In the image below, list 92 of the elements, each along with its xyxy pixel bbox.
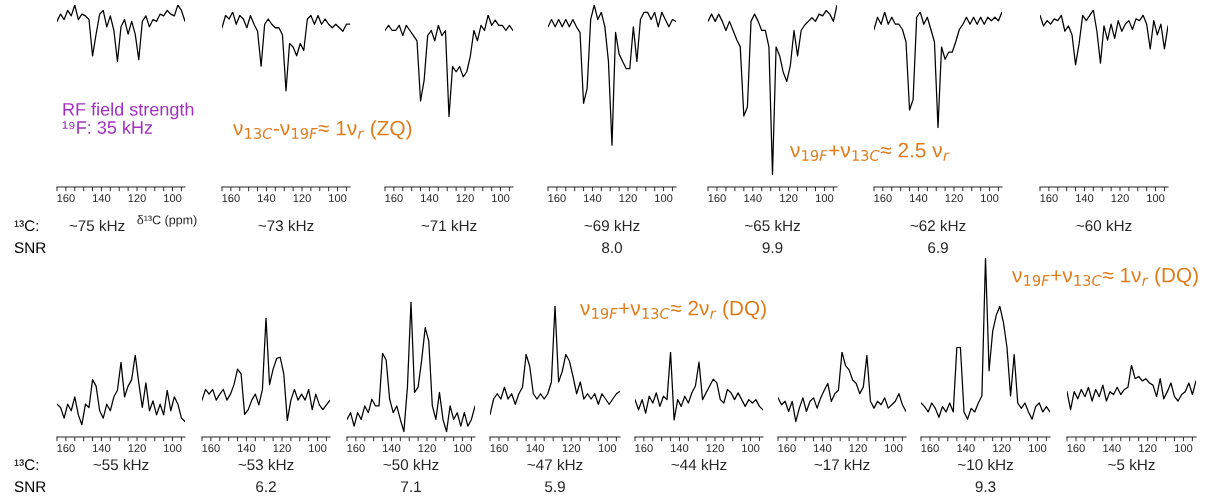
x-tick-label: 100 xyxy=(655,194,673,203)
x-tick-label: 140 xyxy=(93,194,111,203)
x-tick-label: 100 xyxy=(164,444,182,453)
x-tick-label: 120 xyxy=(619,194,637,203)
x-tick-label: 120 xyxy=(1139,444,1157,453)
text: ~44 kHz xyxy=(671,458,727,470)
text: ¹³C: xyxy=(14,459,39,471)
x-tick-label: 140 xyxy=(584,194,602,203)
x-tick-label: 160 xyxy=(635,444,653,453)
x-tick-label: 100 xyxy=(329,194,347,203)
text: ~53 kHz xyxy=(238,458,294,471)
x-tick-label: 100 xyxy=(981,194,999,203)
annotation: ν$_{13C}$-ν$_{19F}$≈ 1ν$_{r}$ (ZQ) xyxy=(233,120,412,140)
x-tick-label: 100 xyxy=(742,444,760,453)
text: ~65 kHz xyxy=(744,219,800,232)
text: ~55 kHz xyxy=(93,458,149,471)
x-tick-label: 120 xyxy=(128,444,146,453)
x-axis-title: δ¹³C (ppm) xyxy=(137,215,197,227)
x-tick-label: 160 xyxy=(222,194,240,203)
x-tick-label: 140 xyxy=(910,194,928,203)
x-tick-label: 100 xyxy=(1175,444,1193,453)
x-tick-label: 140 xyxy=(957,444,975,453)
x-tick-label: 160 xyxy=(385,194,403,203)
x-tick-label: 100 xyxy=(454,444,472,453)
x-tick-label: 140 xyxy=(383,444,401,453)
x-tick-label: 120 xyxy=(293,194,311,203)
x-tick-label: 160 xyxy=(57,444,75,453)
x-tick-label: 120 xyxy=(780,194,798,203)
text: 5.9 xyxy=(544,481,565,493)
text: ~62 kHz xyxy=(910,219,966,232)
x-tick-label: 160 xyxy=(921,444,939,453)
x-tick-label: 160 xyxy=(548,194,566,203)
x-tick-label: 120 xyxy=(456,194,474,203)
x-tick-label: 120 xyxy=(993,444,1011,453)
text: ~75 kHz xyxy=(69,219,125,232)
x-tick-label: 140 xyxy=(526,444,544,453)
annotation: ν$_{19F}$+ν$_{13C}$≈ 2ν$_{r}$ (DQ) xyxy=(580,300,766,320)
text: ~71 kHz xyxy=(421,219,477,231)
annotation: ν$_{19F}$+ν$_{13C}$≈ 1ν$_{r}$ (DQ) xyxy=(1012,267,1198,287)
text: ~5 kHz xyxy=(1108,458,1155,471)
x-tick-label: 160 xyxy=(778,444,796,453)
x-tick-label: 100 xyxy=(598,444,617,453)
text: ~69 kHz xyxy=(584,219,640,232)
x-tick-label: 100 xyxy=(1147,194,1165,203)
x-tick-label: 160 xyxy=(57,194,75,203)
x-tick-label: 100 xyxy=(885,444,903,453)
x-tick-label: 120 xyxy=(1111,194,1129,203)
text: ~17 kHz xyxy=(814,458,870,470)
text: ¹³C: xyxy=(14,220,39,232)
x-tick-label: 120 xyxy=(128,194,146,203)
x-tick-label: 160 xyxy=(1040,194,1058,203)
x-tick-label: 140 xyxy=(1103,444,1121,453)
x-tick-label: 140 xyxy=(238,444,256,453)
text: 9.3 xyxy=(975,481,996,493)
x-tick-label: 100 xyxy=(492,194,510,203)
x-tick-label: 120 xyxy=(273,444,291,453)
x-tick-label: 160 xyxy=(202,444,220,453)
x-tick-label: 160 xyxy=(347,444,365,453)
x-tick-label: 120 xyxy=(418,444,436,453)
text: 7.1 xyxy=(401,481,421,492)
x-tick-label: 160 xyxy=(708,194,726,203)
x-tick-label: 120 xyxy=(849,444,867,453)
annotation: RF field strength ¹⁹F: 35 kHz xyxy=(62,102,194,134)
text: ~60 kHz xyxy=(1076,219,1132,232)
x-tick-label: 140 xyxy=(814,444,832,453)
annotation: ν$_{19F}$+ν$_{13C}$≈ 2.5 ν$_{r}$ xyxy=(790,142,950,161)
text: 6.9 xyxy=(928,242,948,254)
x-tick-label: 160 xyxy=(1067,444,1085,453)
x-tick-label: 160 xyxy=(874,194,892,203)
text: 8.0 xyxy=(602,242,623,254)
x-tick-label: 140 xyxy=(1076,194,1094,203)
text: ~10 kHz xyxy=(957,458,1013,471)
x-tick-label: 100 xyxy=(309,444,327,453)
x-tick-label: 140 xyxy=(258,194,276,203)
x-tick-label: 140 xyxy=(421,194,439,203)
text: SNR xyxy=(14,481,46,493)
x-tick-label: 120 xyxy=(945,194,963,203)
text: 6.2 xyxy=(256,481,276,493)
x-tick-label: 100 xyxy=(1029,444,1047,453)
x-tick-label: 100 xyxy=(816,194,834,203)
text: SNR xyxy=(14,242,46,254)
x-tick-label: 120 xyxy=(706,444,724,453)
text: ~50 kHz xyxy=(383,458,439,471)
x-tick-label: 160 xyxy=(490,444,508,453)
x-tick-label: 100 xyxy=(164,194,182,203)
text: ~73 kHz xyxy=(258,219,314,232)
x-tick-label: 120 xyxy=(562,444,581,453)
text: ~47 kHz xyxy=(527,458,583,470)
x-tick-label: 140 xyxy=(744,194,762,203)
x-tick-label: 140 xyxy=(93,444,111,453)
text: 9.9 xyxy=(762,242,783,254)
x-tick-label: 140 xyxy=(671,444,689,453)
